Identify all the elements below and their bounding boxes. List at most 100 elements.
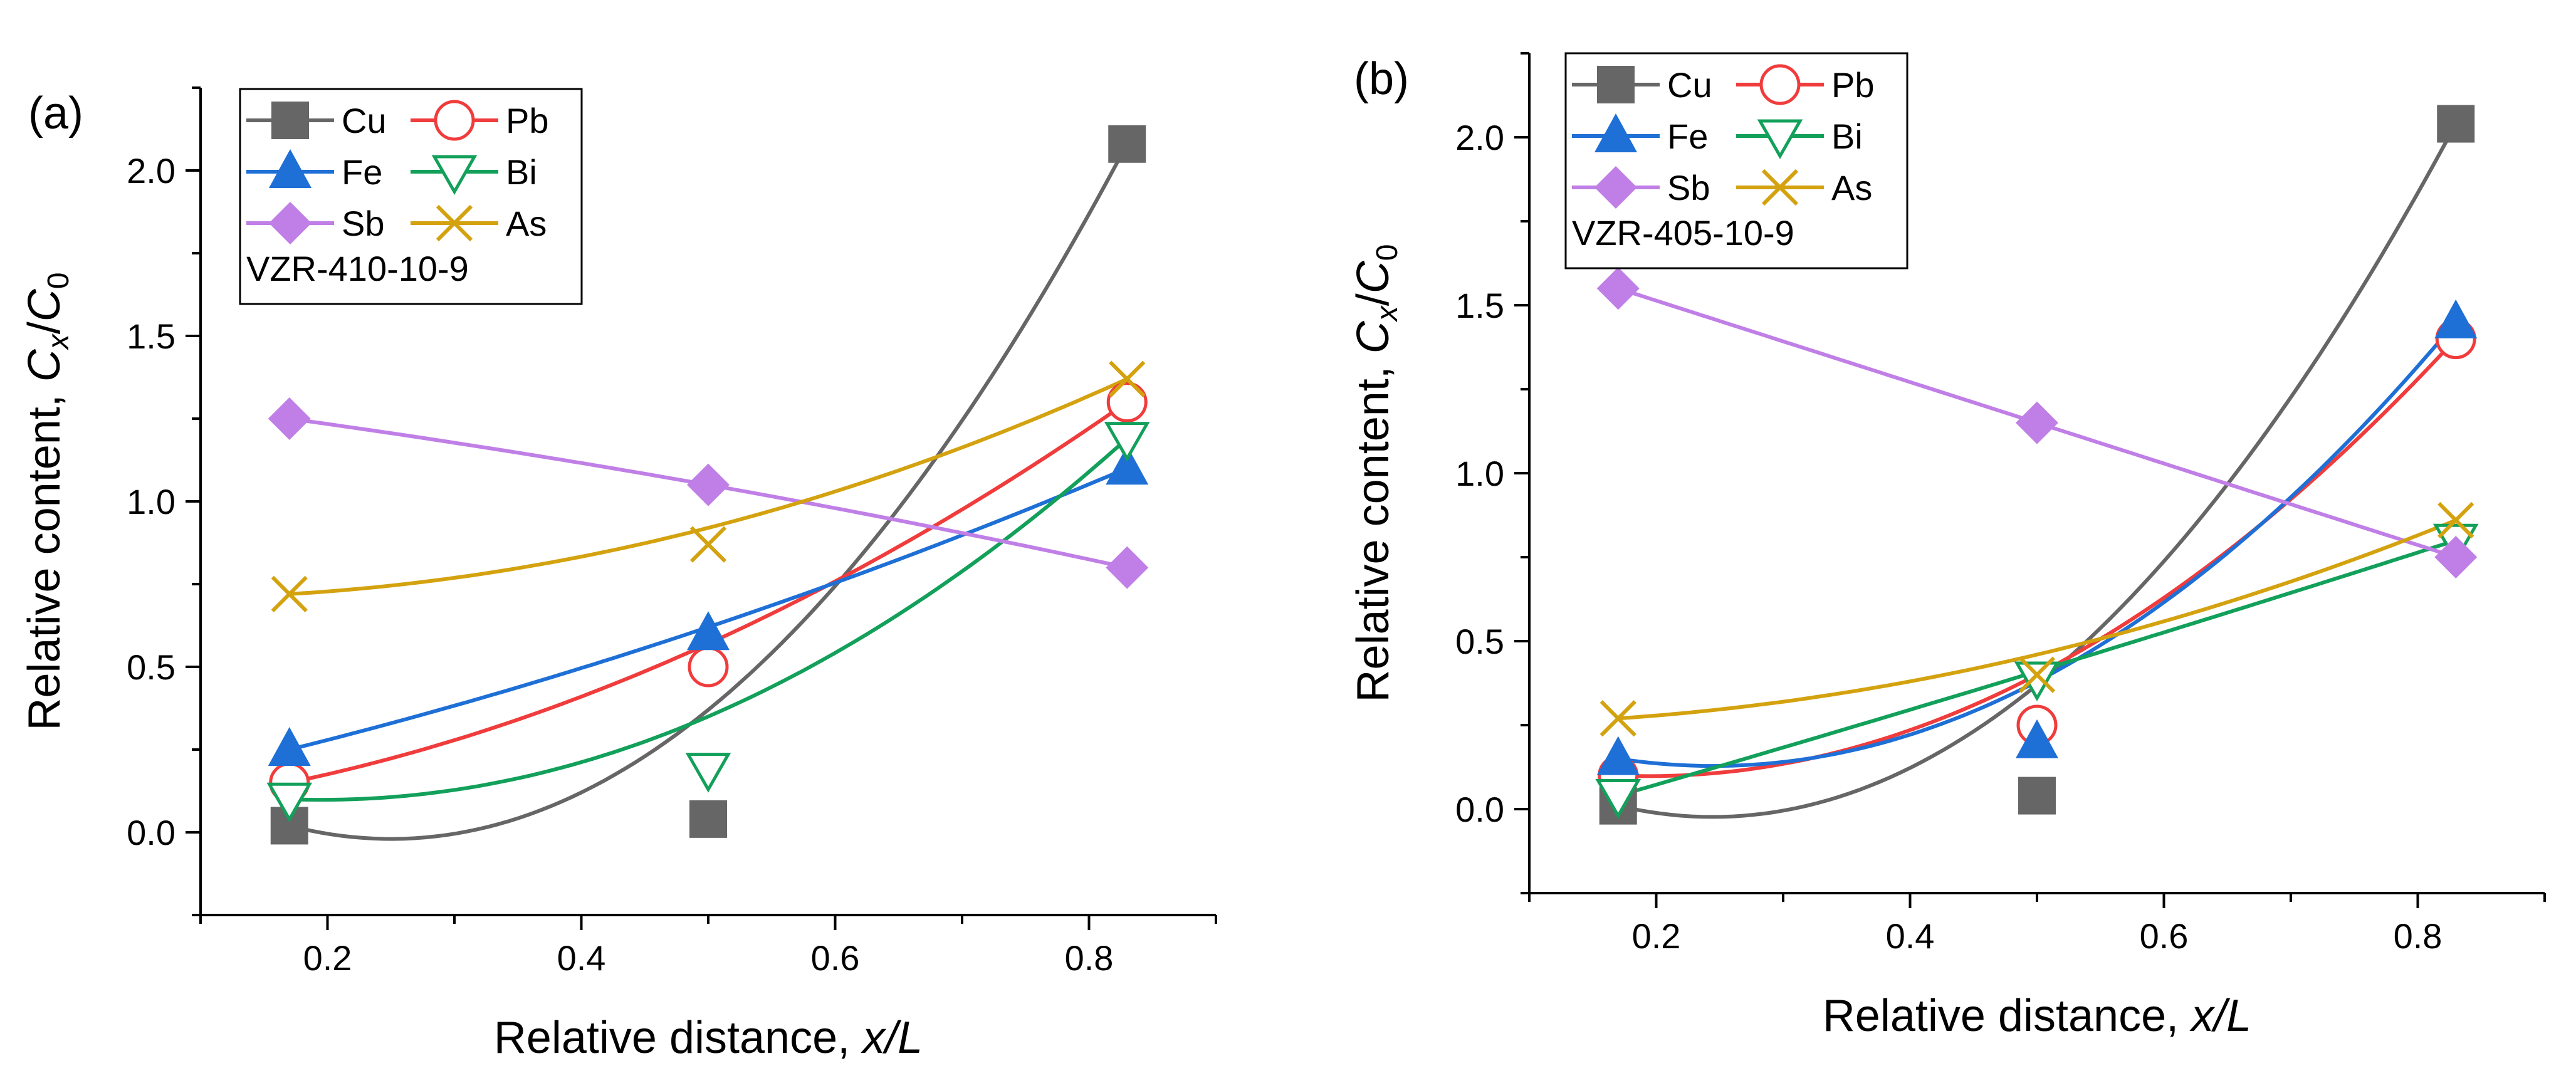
legend-marker-fe [269,149,312,188]
markers-pb [269,382,1148,803]
legend-label-fe: Fe [1667,117,1708,156]
data-point-bi [685,753,731,793]
data-point-sb [1106,546,1149,589]
y-tick-label: 1.0 [127,482,175,521]
legend-label-pb: Pb [1831,65,1875,105]
markers-bi [266,422,1150,823]
data-point-fe [268,727,311,766]
panel-label: (b) [1354,54,1409,104]
data-point-bi [1104,422,1150,462]
legend-marker-cu [271,102,309,139]
x-axis-title: Relative distance, x/L [494,1013,923,1063]
data-point-cu [2437,105,2475,143]
y-tick-label: 2.0 [127,151,175,191]
data-point-sb [2434,536,2478,578]
y-tick-label: 0.5 [1455,622,1504,661]
markers-as [271,360,1146,612]
markers-fe [1596,299,2478,775]
x-tick-label: 0.4 [557,938,606,978]
legend-label-bi: Bi [506,152,537,192]
y-tick-label: 0.0 [1455,790,1504,829]
data-point-bi [266,782,313,823]
legend-label-sb: Sb [342,204,385,243]
y-axis-title-sub-0: 0 [42,272,75,289]
y-axis-title: Relative content, Cx/C0 [19,272,75,730]
fit-line-as [287,377,1129,596]
legend-a: Cu Pb Fe Bi Sb As VZR-410-10-9 [239,88,583,305]
x-tick-label: 0.8 [2394,916,2442,956]
data-point-pb [688,646,729,688]
series-cu [287,142,1129,841]
sample-label: VZR-410-10-9 [246,249,469,288]
chart-panel-a: 0.2 0.4 0.6 0.8 0.0 0.5 1.0 1.5 2.0 (a) Relative d… [19,86,1217,1063]
x-tick-label: 0.6 [2140,916,2189,956]
markers-as [1600,501,2474,737]
x-tick-label: 0.2 [1632,916,1681,956]
legend-marker-pb [434,100,475,141]
series-as [287,377,1129,596]
chart-panel-b: 0.2 0.4 0.6 0.8 0.0 0.5 1.0 1.5 2.0 (b) Relative d… [1348,52,2546,1041]
markers-cu [270,125,1146,845]
y-tick-label: 0.5 [127,647,175,687]
y-tick-label: 1.0 [1455,454,1504,493]
y-axis-title-c: C [19,348,70,382]
legend-b: Cu Pb Fe Bi Sb As VZR-405-10-9 [1564,52,1908,269]
data-point-as [2437,501,2474,539]
markers-sb [268,397,1149,589]
legend-marker-sb [1594,166,1637,209]
data-point-as [1600,700,1636,737]
legend-label-as: As [506,204,547,243]
y-axis-title-sub-x: x [1371,305,1404,322]
x-axis-title-text: Relative distance, [1823,991,2191,1041]
y-axis-title-c: C [1348,320,1398,353]
y-tick-label: 1.5 [1455,286,1504,325]
legend-marker-sb [269,202,312,244]
fit-line-bi [287,436,1129,802]
data-point-bi [2014,661,2060,701]
panel-label: (a) [28,88,83,139]
y-axis-title-slash: / [1348,293,1398,306]
data-point-bi [1595,779,1641,819]
legend-marker-pb [1759,64,1801,105]
y-tick-label: 0.0 [127,813,175,852]
legend-marker-as [436,204,473,242]
x-axis-title-text: Relative distance, [494,1013,862,1063]
markers-sb [1596,267,2478,578]
legend-label-fe: Fe [342,152,382,192]
legend-label-pb: Pb [506,101,549,140]
y-axis-title-sub-x: x [42,333,75,350]
data-point-fe [1106,446,1149,485]
y-tick-label: 2.0 [1455,118,1504,157]
data-point-sb [687,463,730,506]
x-tick-label: 0.4 [1886,916,1935,956]
markers-bi [1595,523,2479,819]
data-point-cu [1108,125,1146,163]
legend-label-cu: Cu [342,101,387,140]
x-tick-label: 0.8 [1065,938,1114,978]
legend-marker-fe [1594,113,1637,152]
y-axis-title: Relative content, Cx/C0 [1348,244,1404,702]
data-point-fe [687,611,730,651]
x-tick-label: 0.6 [811,938,860,978]
series-bi [287,436,1129,802]
y-tick-label: 1.5 [127,317,175,356]
data-point-pb [1106,382,1148,423]
data-point-cu [689,800,727,838]
fit-line-pb [287,400,1129,785]
data-point-fe [1596,736,1640,775]
legend-label-cu: Cu [1667,65,1712,105]
data-point-sb [268,397,311,440]
data-point-as [271,575,308,612]
x-axis-title-italic: x/L [861,1013,923,1063]
data-point-as [1109,360,1146,397]
legend-marker-cu [1597,66,1635,103]
y-axis-title-slash: / [19,322,70,334]
legend-label-bi: Bi [1831,117,1863,156]
legend-label-sb: Sb [1667,168,1710,207]
data-point-as [2018,656,2056,693]
data-point-sb [1596,267,1640,310]
sample-label: VZR-405-10-9 [1572,213,1794,253]
legend-label-as: As [1831,168,1872,207]
legend-marker-bi [1757,119,1803,160]
y-axis-title-text: Relative content, [1348,353,1398,702]
